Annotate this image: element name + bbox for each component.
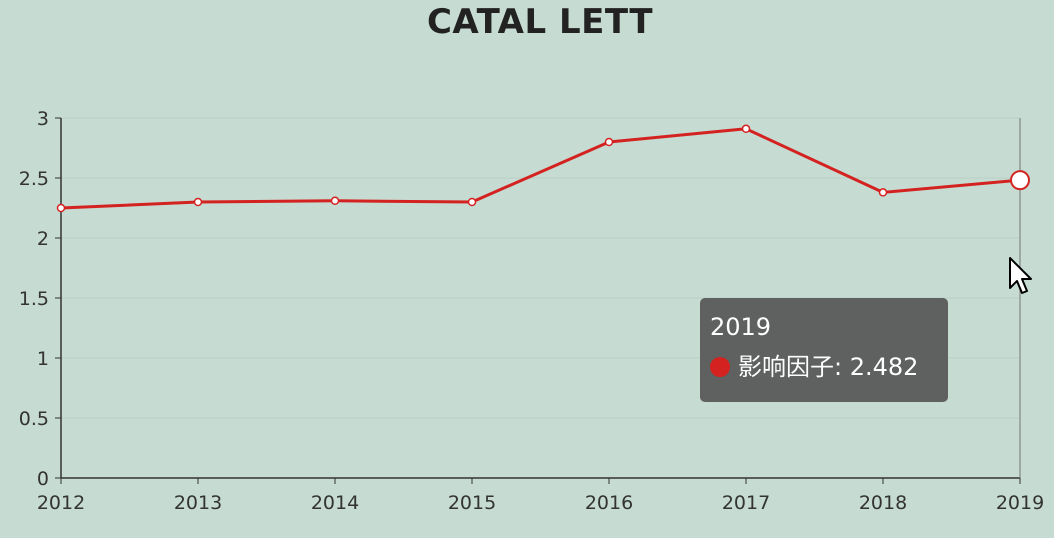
- data-point[interactable]: [193, 197, 203, 207]
- data-point[interactable]: [604, 137, 614, 147]
- series-line: [60, 127, 1021, 210]
- y-tick-label: 0: [37, 468, 49, 490]
- data-point[interactable]: [330, 196, 340, 206]
- x-tick-label: 2015: [448, 492, 496, 514]
- highlighted-data-point[interactable]: [1010, 170, 1030, 191]
- series-layer: [56, 124, 1030, 213]
- series-color-dot: [710, 357, 730, 377]
- data-point[interactable]: [878, 188, 888, 197]
- x-tick-label: 2019: [996, 492, 1044, 514]
- x-tick-label: 2017: [722, 492, 770, 514]
- y-tick-label: 2: [37, 228, 49, 250]
- y-tick-label: 1.5: [19, 288, 49, 310]
- grid-lines: [61, 117, 1020, 419]
- tooltip-separator: :: [834, 353, 850, 381]
- tooltip: 2019 影响因子: 2.482: [700, 298, 948, 402]
- tooltip-row: 影响因子: 2.482: [710, 352, 938, 382]
- x-tick-label: 2018: [859, 492, 907, 514]
- tooltip-series-label: 影响因子: [738, 353, 834, 381]
- tooltip-title: 2019: [710, 313, 772, 341]
- tooltip-value: 2.482: [849, 353, 919, 381]
- data-point[interactable]: [741, 124, 751, 134]
- x-tick-label: 2014: [311, 492, 359, 514]
- y-tick-label: 1: [37, 348, 49, 370]
- data-point[interactable]: [56, 203, 66, 213]
- tick-labels: 0 0.5 1 1.5 2 2.5 3 2012 2013 2014 2015 2016 2017 201…: [19, 108, 1044, 514]
- x-tick-label: 2016: [585, 492, 633, 514]
- y-tick-label: 2.5: [19, 168, 49, 190]
- mouse-pointer-icon: [1009, 257, 1032, 294]
- x-tick-label: 2012: [37, 492, 85, 514]
- y-tick-label: 0.5: [19, 408, 49, 430]
- x-tick-label: 2013: [174, 492, 222, 514]
- chart-title: CATAL LETT: [426, 2, 654, 42]
- data-point[interactable]: [467, 197, 477, 207]
- y-tick-label: 3: [37, 108, 49, 130]
- axes: [55, 117, 1021, 484]
